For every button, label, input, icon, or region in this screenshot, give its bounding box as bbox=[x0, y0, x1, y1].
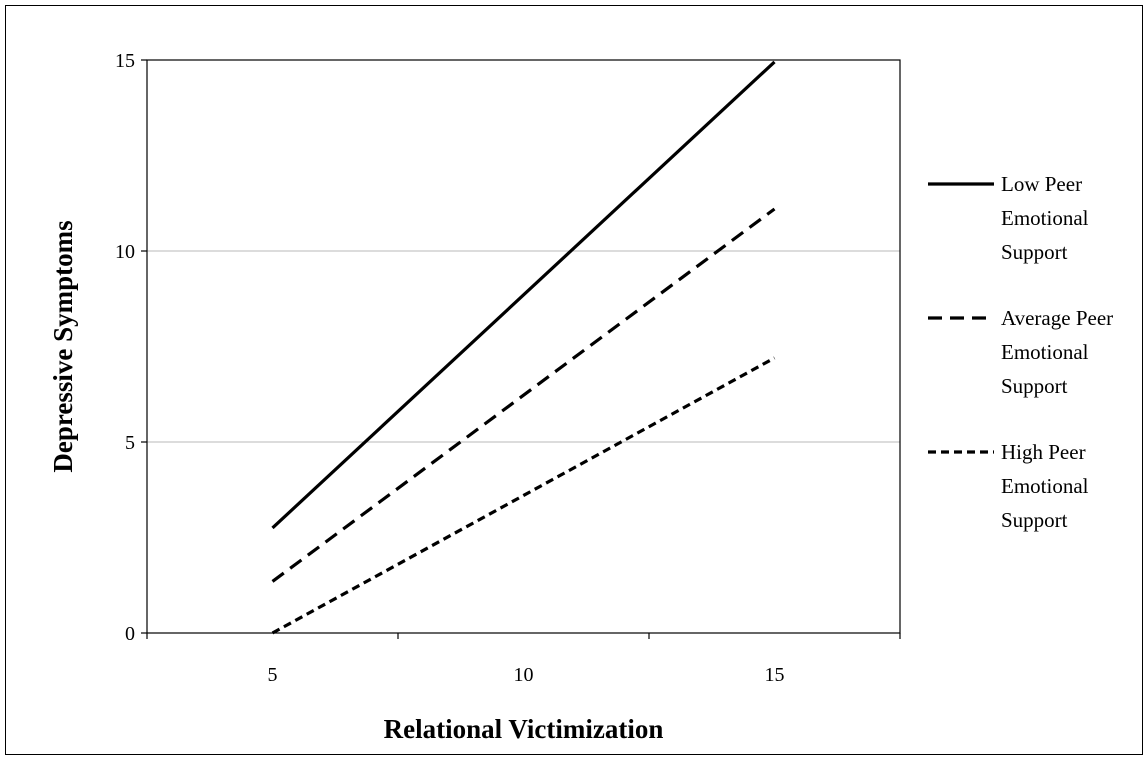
legend-label-line: High Peer bbox=[1001, 440, 1086, 464]
y-axis-title: Depressive Symptoms bbox=[48, 220, 78, 472]
x-tick-label: 15 bbox=[765, 664, 785, 686]
series-line-1 bbox=[271, 60, 776, 530]
x-tick-label: 10 bbox=[514, 664, 534, 686]
x-tick-label: 5 bbox=[268, 664, 278, 686]
plot-area bbox=[146, 59, 901, 634]
legend-label-line: Support bbox=[1001, 508, 1068, 532]
x-axis-title: Relational Victimization bbox=[384, 714, 664, 744]
y-tick-label: 10 bbox=[115, 241, 135, 263]
y-tick-label: 0 bbox=[125, 623, 135, 645]
legend: Low Peer Emotional Support Average Peer Emot… bbox=[928, 172, 1113, 532]
gridlines bbox=[147, 250, 900, 443]
legend-label-line: Average Peer bbox=[1001, 306, 1113, 330]
legend-label-line: Emotional bbox=[1001, 340, 1089, 364]
legend-label-line: Low Peer bbox=[1001, 172, 1082, 196]
y-tick-label: 15 bbox=[115, 50, 135, 72]
axis-ticks: 0 5 10 15 5 10 15 bbox=[115, 50, 901, 686]
series-line-3 bbox=[271, 356, 776, 635]
legend-item: Average Peer Emotional Support bbox=[928, 306, 1113, 398]
legend-label-line: Support bbox=[1001, 374, 1068, 398]
series-line-2 bbox=[271, 207, 776, 583]
legend-label-line: Emotional bbox=[1001, 206, 1089, 230]
legend-label-line: Emotional bbox=[1001, 474, 1089, 498]
legend-item: High Peer Emotional Support bbox=[928, 440, 1089, 532]
legend-item: Low Peer Emotional Support bbox=[928, 172, 1089, 264]
chart-frame bbox=[5, 5, 1143, 755]
y-tick-label: 5 bbox=[125, 432, 135, 454]
legend-label-line: Support bbox=[1001, 240, 1068, 264]
series-lines bbox=[271, 60, 776, 635]
